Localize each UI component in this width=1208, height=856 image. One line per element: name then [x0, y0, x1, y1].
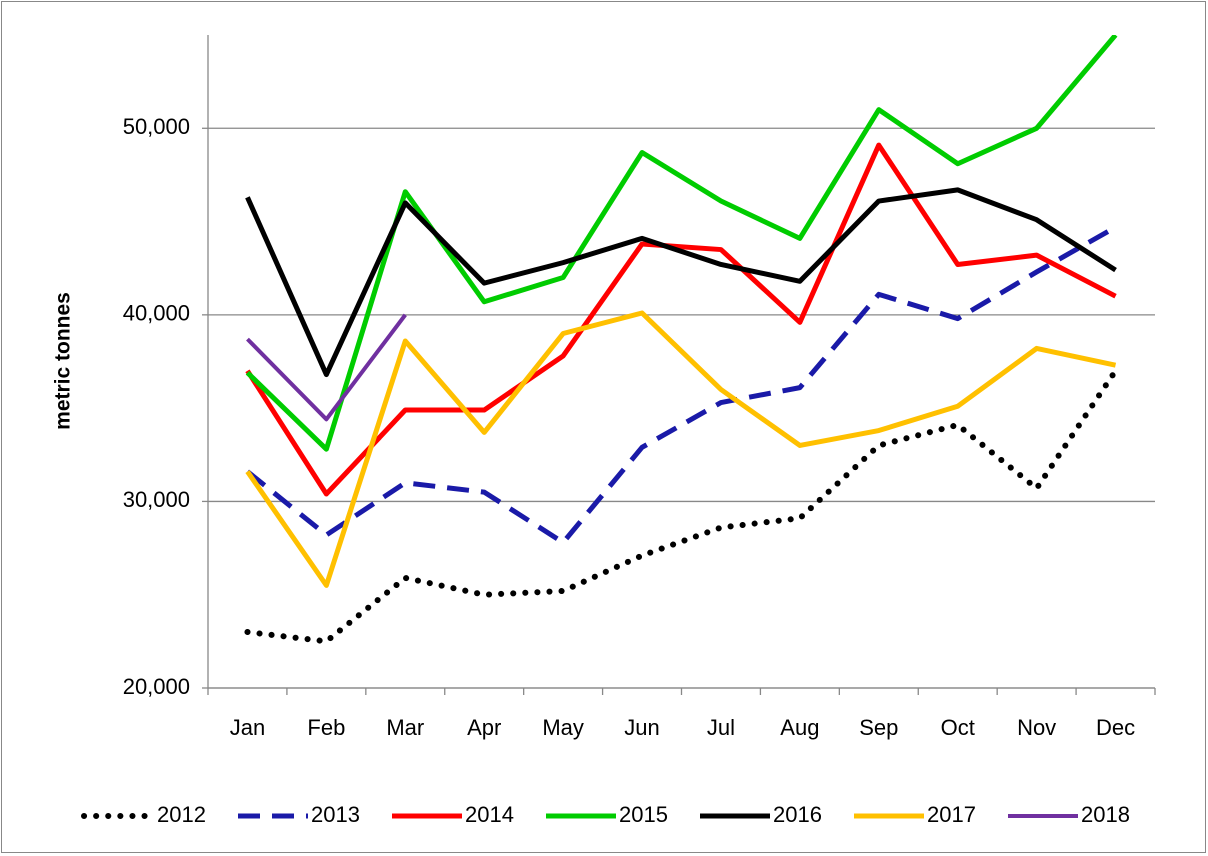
x-tick-label: Jan — [230, 715, 265, 740]
x-tick-label: Apr — [467, 715, 501, 740]
legend-label: 2018 — [1081, 802, 1130, 827]
series-line — [246, 313, 407, 422]
x-tick-label: Nov — [1017, 715, 1056, 740]
x-tick-label: Jul — [707, 715, 735, 740]
series-line — [245, 310, 1117, 588]
y-tick-label: 20,000 — [123, 674, 190, 699]
y-tick-label: 50,000 — [123, 114, 190, 139]
x-tick-label: Oct — [941, 715, 975, 740]
x-tick-label: May — [542, 715, 584, 740]
y-tick-label: 30,000 — [123, 487, 190, 512]
legend-label: 2015 — [619, 802, 668, 827]
x-tick-label: Dec — [1096, 715, 1135, 740]
y-axis-label: metric tonnes — [52, 292, 75, 430]
x-tick-label: Aug — [780, 715, 819, 740]
legend-label: 2016 — [773, 802, 822, 827]
x-tick-label: Feb — [307, 715, 345, 740]
x-tick-label: Sep — [859, 715, 898, 740]
series-line — [245, 224, 1117, 545]
series-line — [244, 367, 1119, 645]
legend-label: 2012 — [157, 802, 206, 827]
x-tick-label: Mar — [386, 715, 424, 740]
legend-label: 2017 — [927, 802, 976, 827]
series-line — [245, 142, 1117, 497]
legend-label: 2013 — [311, 802, 360, 827]
legend-label: 2014 — [465, 802, 514, 827]
x-tick-label: Jun — [624, 715, 659, 740]
series-line — [245, 187, 1117, 378]
y-tick-label: 40,000 — [123, 301, 190, 326]
